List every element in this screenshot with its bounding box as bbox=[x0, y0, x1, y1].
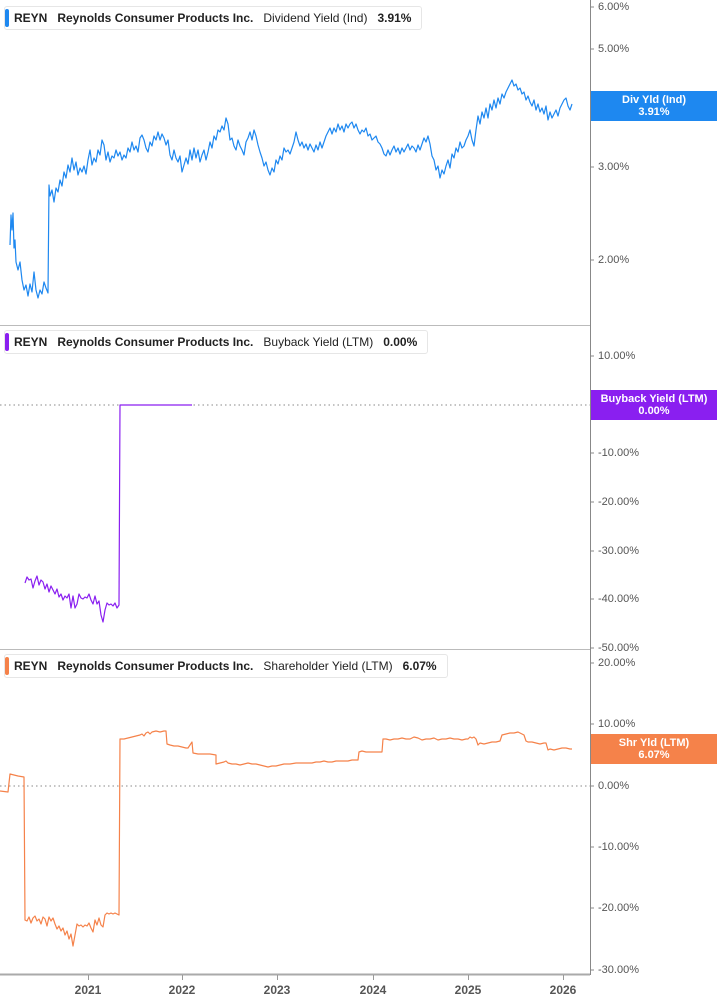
x-tick-label: 2021 bbox=[74, 983, 102, 997]
y-tick-label: 20.00% bbox=[598, 657, 636, 669]
x-axis-ticks bbox=[88, 975, 564, 980]
x-tick-label: 2026 bbox=[549, 983, 577, 997]
legend-buyback-yield: REYN Reynolds Consumer Products Inc. Buy… bbox=[4, 330, 429, 354]
legend-ticker: REYN bbox=[14, 11, 48, 25]
tag-value: 3.91% bbox=[638, 106, 670, 118]
tag-label: Div Yld (Ind) bbox=[622, 94, 686, 106]
last-value-tag-buyback-yield: Buyback Yield (LTM) 0.00% bbox=[591, 390, 717, 420]
shareholder-yield-line bbox=[0, 730, 572, 947]
tag-label: Shr Yld (LTM) bbox=[618, 737, 690, 749]
y-tick-label: 0.00% bbox=[598, 780, 630, 792]
buyback-yield-line bbox=[24, 404, 192, 623]
y-tick-label: 2.00% bbox=[598, 254, 630, 266]
y-tick-label: -10.00% bbox=[598, 841, 639, 853]
y-tick-label: 10.00% bbox=[598, 718, 636, 730]
y-tick-label: -30.00% bbox=[598, 545, 639, 557]
series-color-swatch bbox=[5, 9, 9, 27]
y-tick-label: -40.00% bbox=[598, 593, 639, 605]
legend-company: Reynolds Consumer Products Inc. bbox=[57, 11, 254, 25]
x-tick-label: 2025 bbox=[454, 983, 482, 997]
legend-ticker: REYN bbox=[14, 335, 48, 349]
y-tick-label: -50.00% bbox=[598, 642, 639, 654]
legend-metric: Buyback Yield (LTM) bbox=[263, 335, 374, 349]
series-color-swatch bbox=[5, 657, 9, 675]
series-color-swatch bbox=[5, 333, 9, 351]
y-tick-label: 6.00% bbox=[598, 1, 630, 13]
legend-dividend-yield: REYN Reynolds Consumer Products Inc. Div… bbox=[4, 6, 423, 30]
y-tick-label: -20.00% bbox=[598, 902, 639, 914]
legend-value: 3.91% bbox=[377, 11, 412, 25]
last-value-tag-dividend-yield: Div Yld (Ind) 3.91% bbox=[591, 91, 717, 121]
y-tick-label: -20.00% bbox=[598, 496, 639, 508]
last-value-tag-shareholder-yield: Shr Yld (LTM) 6.07% bbox=[591, 734, 717, 764]
y-tick-label: 5.00% bbox=[598, 43, 630, 55]
dividend-yield-line bbox=[9, 79, 573, 299]
tag-label: Buyback Yield (LTM) bbox=[600, 393, 708, 405]
legend-company: Reynolds Consumer Products Inc. bbox=[57, 335, 254, 349]
legend-value: 0.00% bbox=[383, 335, 418, 349]
y-tick-label: -30.00% bbox=[598, 964, 639, 976]
legend-metric: Dividend Yield (Ind) bbox=[263, 11, 368, 25]
x-tick-label: 2023 bbox=[263, 983, 291, 997]
legend-company: Reynolds Consumer Products Inc. bbox=[57, 659, 254, 673]
y-tick-label: 10.00% bbox=[598, 350, 636, 362]
legend-metric: Shareholder Yield (LTM) bbox=[263, 659, 393, 673]
x-tick-label: 2024 bbox=[359, 983, 387, 997]
tag-value: 0.00% bbox=[638, 405, 670, 417]
legend-value: 6.07% bbox=[402, 659, 437, 673]
legend-ticker: REYN bbox=[14, 659, 48, 673]
legend-shareholder-yield: REYN Reynolds Consumer Products Inc. Sha… bbox=[4, 654, 448, 678]
x-tick-label: 2022 bbox=[168, 983, 196, 997]
y-tick-label: -10.00% bbox=[598, 447, 639, 459]
tag-value: 6.07% bbox=[638, 749, 670, 761]
y-tick-label: 3.00% bbox=[598, 161, 630, 173]
